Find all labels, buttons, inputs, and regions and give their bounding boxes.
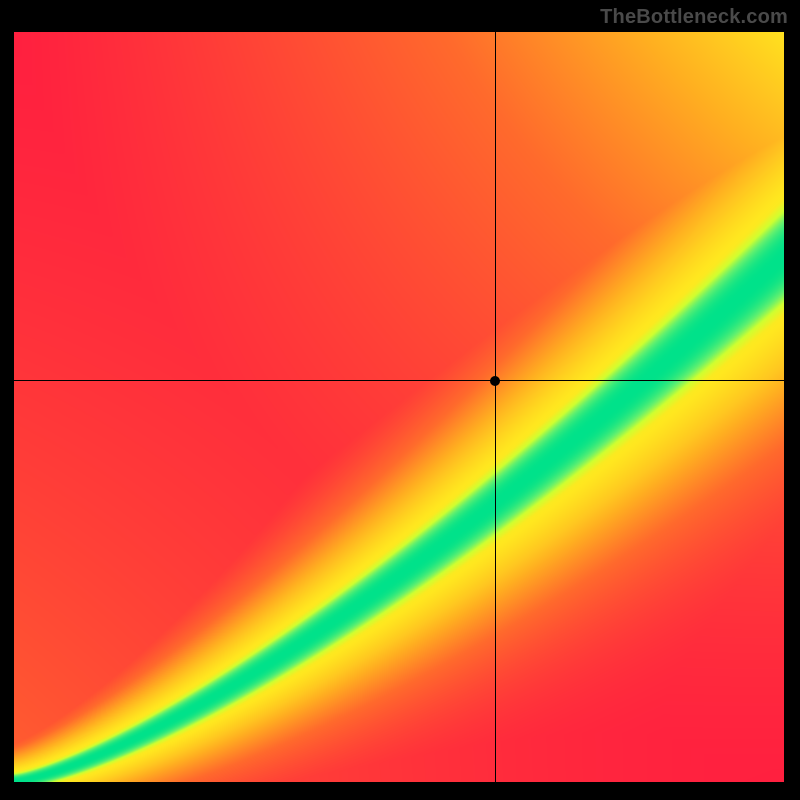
chart-container: TheBottleneck.com <box>0 0 800 800</box>
heatmap-canvas <box>14 32 784 782</box>
crosshair-horizontal <box>14 380 784 381</box>
crosshair-vertical <box>495 32 496 782</box>
crosshair-marker <box>490 376 500 386</box>
watermark-text: TheBottleneck.com <box>600 6 788 29</box>
